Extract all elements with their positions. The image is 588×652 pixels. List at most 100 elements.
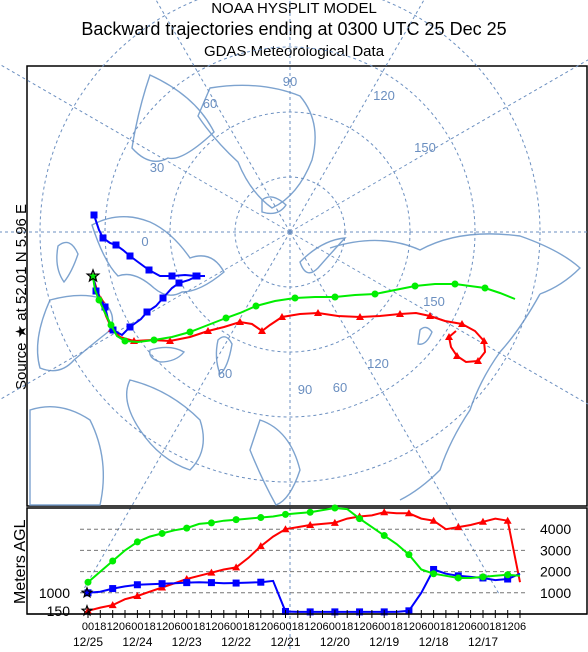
latitude-circle-2 bbox=[104, 46, 476, 418]
hour-tick-label: 00 bbox=[427, 621, 439, 633]
hour-tick-label: 18 bbox=[94, 621, 106, 633]
hour-tick-label: 06 bbox=[218, 621, 230, 633]
blue-trajectory-marker bbox=[112, 241, 120, 249]
time-axis: 00 18 12 06 00 18 12 06 00 18 12 06 00 18 12 06 00 18 12 06… bbox=[27, 610, 587, 649]
blue-trajectory-marker bbox=[101, 303, 109, 311]
hour-tick-label: 12 bbox=[304, 621, 316, 633]
start-height-label-150: 150 bbox=[47, 603, 71, 619]
blue-trajectory-marker bbox=[145, 266, 153, 274]
blue-trajectory-marker bbox=[126, 323, 134, 331]
red-trajectory-marker bbox=[445, 333, 453, 340]
lake-baikal bbox=[417, 326, 433, 345]
green-height-point bbox=[454, 574, 462, 582]
red-trajectory-marker bbox=[166, 337, 174, 344]
red-trajectory-marker bbox=[258, 327, 266, 334]
green-height-point bbox=[380, 532, 388, 540]
hour-tick-label: 06 bbox=[267, 621, 279, 633]
red-height-point bbox=[330, 518, 339, 526]
green-height-point bbox=[281, 510, 289, 518]
hour-tick-label: 06 bbox=[415, 621, 427, 633]
grid-label-6: 150 bbox=[423, 294, 445, 309]
hour-tick-label: 00 bbox=[82, 621, 94, 633]
date-label-1: 12/24 bbox=[122, 635, 152, 649]
hour-tick-label: 12 bbox=[403, 621, 415, 633]
red-height-point bbox=[108, 601, 117, 609]
grid-label-4: 30 bbox=[150, 160, 164, 175]
green-trajectory-marker bbox=[95, 296, 103, 304]
hour-tick-label: 18 bbox=[292, 621, 304, 633]
red-trajectory-marker bbox=[236, 318, 244, 325]
blue-height-point bbox=[84, 589, 92, 597]
blue-trajectory-marker bbox=[168, 272, 176, 280]
grid-labels-layer: 90 120 60 150 30 0 150 60 120 90 60 bbox=[141, 74, 444, 397]
india-coast bbox=[249, 419, 301, 506]
hour-tick-label: 06 bbox=[168, 621, 180, 633]
hour-tick-label: 06 bbox=[366, 621, 378, 633]
scandinavia-coast bbox=[91, 216, 225, 296]
hour-tick-label: 06 bbox=[464, 621, 476, 633]
grid-label-5: 0 bbox=[141, 234, 148, 249]
blue-trajectory-marker bbox=[175, 279, 183, 287]
green-trajectory-marker bbox=[107, 321, 115, 329]
blue-trajectory-marker bbox=[193, 272, 201, 280]
red-trajectory-marker bbox=[480, 337, 488, 344]
red-trajectory-marker bbox=[474, 357, 482, 364]
red-height-point bbox=[404, 509, 413, 517]
blue-height-point bbox=[158, 580, 166, 588]
hour-tick-label: 18 bbox=[193, 621, 205, 633]
green-height-point bbox=[232, 516, 240, 524]
hour-tick-label: 12 bbox=[107, 621, 119, 633]
green-trajectory-marker bbox=[252, 302, 260, 310]
hour-tick-label: 06 bbox=[316, 621, 328, 633]
blue-trajectory-marker bbox=[143, 308, 151, 316]
blue-trajectory-marker bbox=[99, 234, 107, 242]
red-trajectory-marker bbox=[278, 313, 286, 320]
date-label-3: 12/22 bbox=[221, 635, 251, 649]
blue-height-point bbox=[183, 579, 191, 587]
date-label-7: 12/18 bbox=[419, 635, 449, 649]
middle-east-coast bbox=[126, 379, 204, 471]
green-height-point bbox=[356, 515, 364, 523]
map-trajectories-layer bbox=[89, 211, 516, 364]
green-height-point bbox=[479, 573, 487, 581]
red-trajectory-line bbox=[92, 276, 487, 364]
novaya-zemlya-coast bbox=[299, 237, 347, 274]
red-height-point bbox=[454, 523, 463, 531]
green-trajectory-marker bbox=[481, 284, 489, 292]
map-frame bbox=[26, 65, 588, 507]
meridian-line-4 bbox=[79, 231, 291, 596]
blue-height-point bbox=[133, 581, 141, 589]
hour-tick-label: 00 bbox=[131, 621, 143, 633]
blue-trajectory-marker bbox=[159, 294, 167, 302]
height-tick-3000: 3000 bbox=[540, 542, 571, 558]
hour-tick-label: 18 bbox=[489, 621, 501, 633]
hour-tick-label: 00 bbox=[378, 621, 390, 633]
green-trajectory-marker bbox=[89, 273, 97, 281]
hour-tick-label: 00 bbox=[477, 621, 489, 633]
blue-height-point bbox=[257, 578, 265, 586]
grid-label-10: 60 bbox=[333, 380, 347, 395]
red-trajectory-marker bbox=[356, 313, 364, 320]
red-trajectory-marker bbox=[396, 310, 404, 317]
green-height-line bbox=[87, 506, 521, 583]
greenland-coast bbox=[197, 84, 316, 209]
red-height-point bbox=[478, 517, 487, 525]
east-asia-coast bbox=[399, 293, 541, 501]
height-tick-4000: 4000 bbox=[540, 521, 571, 537]
grid-label-2: 60 bbox=[203, 96, 217, 111]
green-trajectory bbox=[89, 273, 516, 345]
red-height-point bbox=[429, 516, 438, 524]
red-trajectory-marker bbox=[314, 309, 322, 316]
height-tick-1000: 1000 bbox=[540, 585, 571, 601]
uk-coast bbox=[56, 241, 79, 284]
hour-tick-label: 06 bbox=[119, 621, 131, 633]
hour-tick-label: 00 bbox=[329, 621, 341, 633]
hour-tick-label: 18 bbox=[144, 621, 156, 633]
red-height-series bbox=[84, 508, 521, 614]
red-trajectory-marker bbox=[204, 327, 212, 334]
red-height-line bbox=[87, 511, 521, 612]
blue-height-point bbox=[504, 575, 512, 583]
green-height-point bbox=[331, 504, 339, 512]
grid-label-7: 60 bbox=[218, 366, 232, 381]
